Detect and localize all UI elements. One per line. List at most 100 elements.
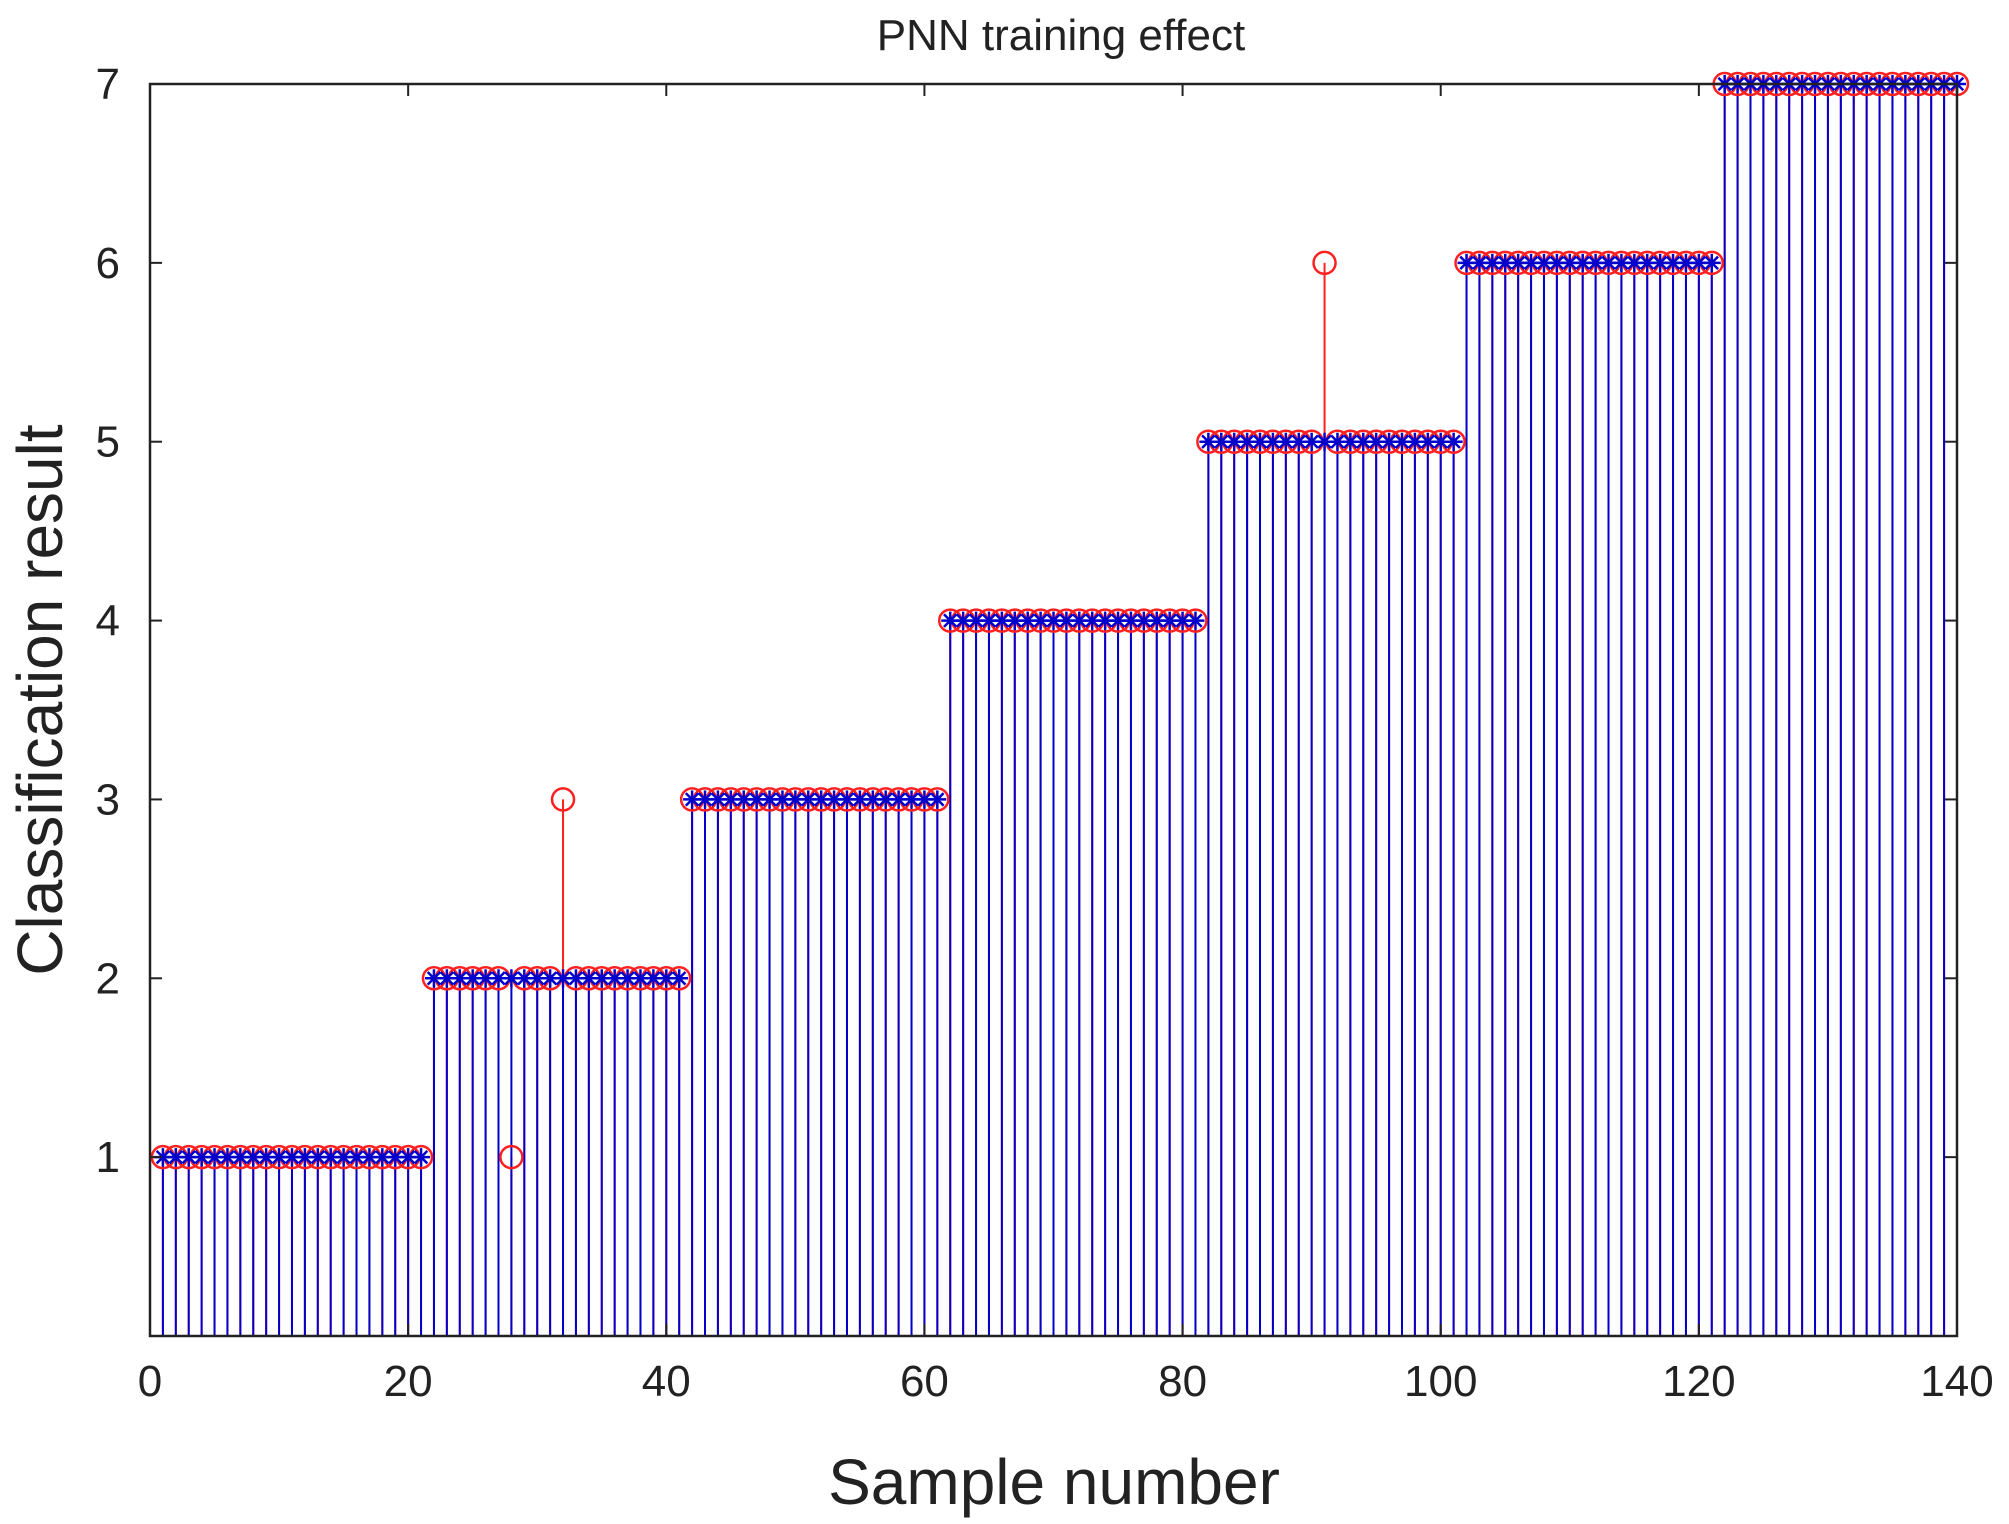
actual-marker <box>295 1148 314 1167</box>
actual-marker-stroke <box>1472 255 1487 271</box>
actual-marker-stroke <box>1330 434 1345 449</box>
x-tick-label: 100 <box>1404 1357 1477 1406</box>
actual-marker-stroke <box>426 971 442 986</box>
actual-marker-stroke <box>826 792 842 807</box>
actual-marker-stroke <box>968 613 984 628</box>
actual-marker <box>1534 253 1553 272</box>
actual-marker-stroke <box>1227 434 1242 449</box>
actual-marker-stroke <box>684 792 700 807</box>
actual-marker-stroke <box>1510 255 1526 271</box>
actual-marker-stroke <box>813 792 829 807</box>
actual-marker <box>683 790 702 809</box>
actual-marker <box>670 969 689 988</box>
y-tick-label: 1 <box>96 1133 120 1182</box>
actual-marker-stroke <box>839 792 855 807</box>
actual-marker <box>747 790 766 809</box>
actual-marker-stroke <box>801 792 816 807</box>
actual-marker-stroke <box>1691 255 1707 271</box>
actual-marker-stroke <box>439 971 455 986</box>
actual-marker-stroke <box>1536 255 1552 271</box>
actual-marker <box>1676 253 1695 272</box>
actual-marker-stroke <box>1317 434 1332 449</box>
actual-marker-stroke <box>1020 613 1035 628</box>
actual-marker-stroke <box>530 971 545 986</box>
x-tick-label: 80 <box>1158 1357 1207 1406</box>
actual-marker-stroke <box>542 971 558 986</box>
actual-marker <box>850 790 869 809</box>
actual-marker-stroke <box>452 971 467 986</box>
actual-marker <box>1083 611 1102 630</box>
y-tick-label: 2 <box>96 954 120 1003</box>
actual-marker-stroke <box>388 1149 403 1165</box>
actual-marker-stroke <box>1356 434 1371 449</box>
actual-marker-stroke <box>1433 434 1448 449</box>
predicted-marker <box>499 1144 524 1170</box>
actual-marker-stroke <box>955 613 971 628</box>
y-tick-label: 3 <box>96 775 120 824</box>
actual-marker-stroke <box>788 792 803 807</box>
axes-box <box>148 82 1959 1338</box>
actual-marker-stroke <box>1007 613 1022 628</box>
predicted-marker <box>550 787 576 812</box>
actual-marker-stroke <box>943 613 958 628</box>
actual-marker-stroke <box>620 971 635 986</box>
actual-marker-stroke <box>1252 434 1268 449</box>
actual-marker <box>1560 253 1579 272</box>
actual-marker-stroke <box>1498 255 1513 271</box>
actual-marker-stroke <box>1420 434 1435 449</box>
actual-marker <box>1302 432 1321 451</box>
actual-marker-stroke <box>1549 255 1565 271</box>
actual-marker-stroke <box>1162 613 1177 628</box>
actual-marker-stroke <box>1239 434 1255 449</box>
y-axis-label: Classification result <box>4 424 76 976</box>
actual-marker-stroke <box>1097 613 1113 628</box>
actual-marker-stroke <box>258 1149 274 1165</box>
actual-marker-stroke <box>723 792 739 807</box>
actual-marker <box>412 1148 431 1167</box>
chart-title: PNN training effect <box>877 11 1245 60</box>
actual-marker-stroke <box>1678 255 1694 271</box>
x-tick-label: 20 <box>384 1357 433 1406</box>
actual-marker <box>1199 432 1218 451</box>
x-axis-label: Sample number <box>828 1446 1280 1518</box>
actual-marker <box>334 1148 353 1167</box>
actual-marker-stroke <box>1201 434 1216 449</box>
actual-marker-stroke <box>220 1149 235 1165</box>
actual-marker <box>1625 253 1644 272</box>
actual-marker-stroke <box>1704 255 1719 271</box>
actual-marker-stroke <box>1575 255 1590 271</box>
actual-marker <box>1134 611 1153 630</box>
y-tick-label: 5 <box>96 418 120 467</box>
actual-marker-stroke <box>1640 255 1655 271</box>
actual-marker <box>889 790 908 809</box>
actual-marker <box>1586 253 1605 272</box>
actual-marker-stroke <box>478 971 493 986</box>
actual-marker-stroke <box>775 792 790 807</box>
actual-marker-stroke <box>181 1149 196 1165</box>
actual-marker-stroke <box>1304 434 1319 449</box>
actual-marker-stroke <box>1614 255 1629 271</box>
actual-marker-stroke <box>1407 434 1423 449</box>
actual-marker <box>1044 611 1063 630</box>
actual-marker-stroke <box>904 792 919 807</box>
actual-marker-stroke <box>310 1149 325 1165</box>
y-tick-label: 7 <box>96 60 120 109</box>
actual-marker-stroke <box>1136 613 1152 628</box>
actual-marker-stroke <box>633 971 648 986</box>
actual-marker-stroke <box>581 971 597 986</box>
plot-area: 0 20 40 60 80 100 120 140 1 2 3 4 5 6 7 <box>96 60 1994 1406</box>
actual-marker-stroke <box>736 792 751 807</box>
actual-marker-stroke <box>607 971 622 986</box>
actual-marker <box>1444 432 1463 451</box>
actual-marker-stroke <box>1343 434 1358 449</box>
actual-marker-stroke <box>504 971 519 986</box>
actual-marker-stroke <box>1665 255 1681 271</box>
x-axis-ticks: 0 20 40 60 80 100 120 140 <box>138 84 1994 1406</box>
actual-marker-stroke <box>465 971 480 986</box>
x-tick-label: 120 <box>1662 1357 1735 1406</box>
actual-marker-stroke <box>1601 255 1616 271</box>
actual-marker-stroke <box>1188 613 1203 628</box>
actual-marker-stroke <box>1459 255 1474 271</box>
y-axis-ticks: 1 2 3 4 5 6 7 <box>96 60 1957 1182</box>
